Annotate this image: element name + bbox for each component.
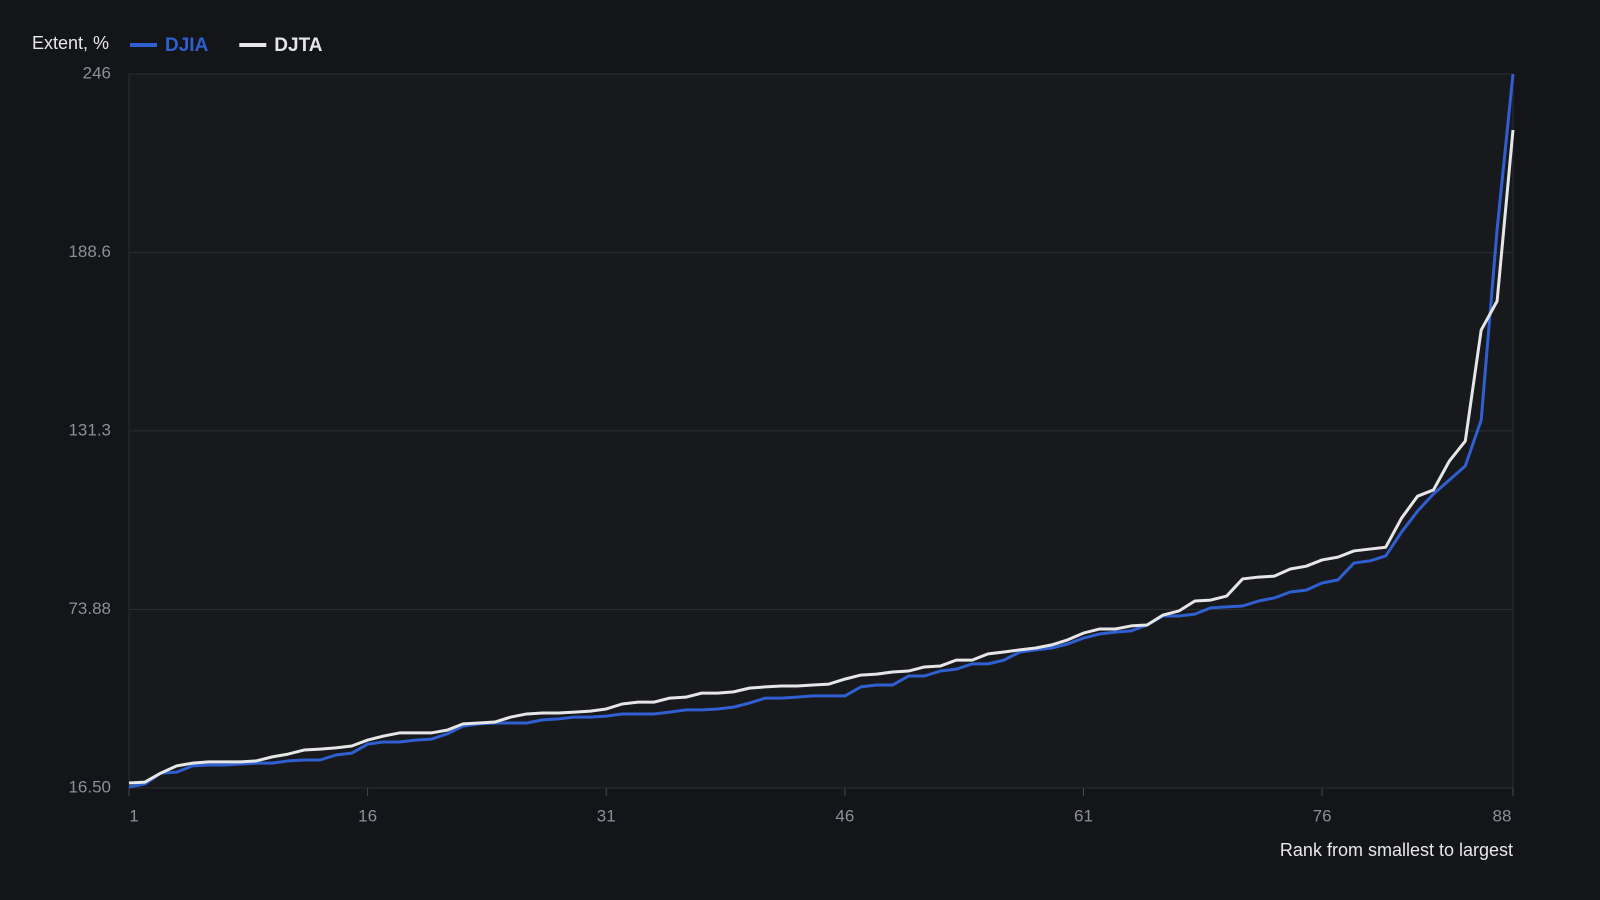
x-tick-label: 46 xyxy=(835,806,854,825)
y-tick-label: 131.3 xyxy=(68,420,111,439)
x-tick-label: 1 xyxy=(129,806,138,825)
x-tick-label: 61 xyxy=(1074,806,1093,825)
y-tick-label: 188.6 xyxy=(68,242,111,261)
x-tick-label: 16 xyxy=(358,806,377,825)
line-series xyxy=(128,129,1515,785)
y-tick-label: 246 xyxy=(83,63,111,82)
x-tick-label: 31 xyxy=(597,806,616,825)
line-series xyxy=(128,73,1515,789)
y-axis-label: Extent, % xyxy=(32,33,109,53)
legend-label: DJIA xyxy=(165,35,209,56)
x-tick-label: 76 xyxy=(1313,806,1332,825)
x-axis-label: Rank from smallest to largest xyxy=(1280,840,1513,860)
legend-label: DJTA xyxy=(274,35,322,56)
y-tick-label: 73.88 xyxy=(68,599,111,618)
x-tick-label: 88 xyxy=(1493,806,1512,825)
y-tick-label: 16.50 xyxy=(68,777,111,796)
